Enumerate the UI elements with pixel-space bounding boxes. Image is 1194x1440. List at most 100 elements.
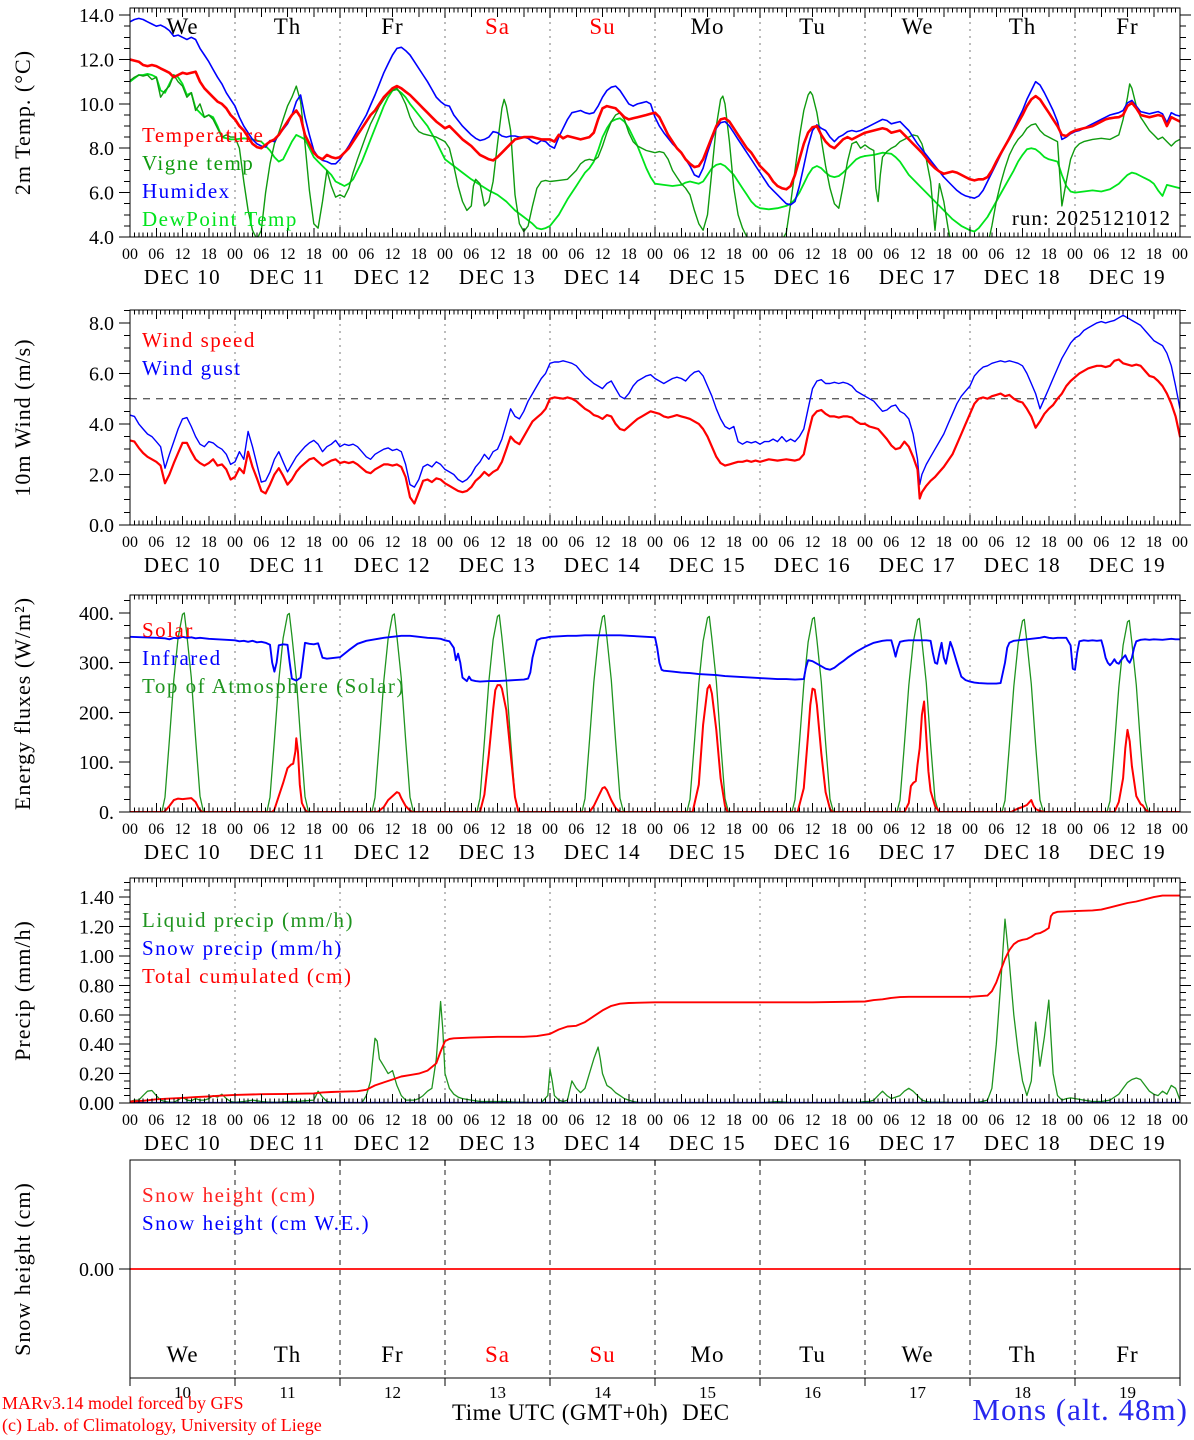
hour-tick-label: 00	[122, 821, 138, 838]
date-label: DEC 11	[249, 265, 325, 289]
hour-tick-label: 00	[437, 1112, 453, 1129]
hour-tick-label: 00	[1067, 821, 1083, 838]
date-label: DEC 14	[564, 265, 641, 289]
hour-tick-label: 12	[1120, 534, 1136, 551]
hour-tick-label: 00	[1172, 1112, 1188, 1129]
date-label: DEC 12	[354, 265, 431, 289]
hour-tick-label: 12	[1015, 1112, 1031, 1129]
hour-tick-label: 18	[936, 1112, 952, 1129]
day-name-label: Th	[274, 14, 302, 39]
hour-tick-label: 00	[227, 246, 243, 263]
hour-tick-label: 18	[306, 534, 322, 551]
hour-tick-label: 18	[201, 821, 217, 838]
hour-tick-label: 18	[306, 246, 322, 263]
hour-tick-label: 00	[332, 534, 348, 551]
x-axis-title-text: Time UTC (GMT+0h)	[452, 1400, 669, 1425]
hour-tick-label: 18	[936, 534, 952, 551]
hour-tick-label: 06	[568, 534, 584, 551]
hour-tick-label: 00	[437, 246, 453, 263]
hour-tick-label: 00	[227, 534, 243, 551]
y-tick-label: 4.0	[89, 227, 114, 249]
date-label: DEC 18	[984, 840, 1061, 864]
hour-tick-label: 00	[542, 534, 558, 551]
hour-tick-label: 06	[463, 1112, 479, 1129]
legend-temp2m-2: Humidex	[142, 179, 231, 203]
y-tick-label: 300.	[79, 653, 114, 675]
legend-snow-1: Snow height (cm W.E.)	[142, 1211, 370, 1235]
date-label: DEC 13	[459, 1131, 536, 1155]
hour-tick-label: 12	[175, 821, 191, 838]
hour-tick-label: 06	[148, 1112, 164, 1129]
hour-tick-label: 12	[1015, 821, 1031, 838]
date-label: DEC 19	[1089, 840, 1166, 864]
legend-energy-1: Infrared	[142, 646, 222, 670]
hour-tick-label: 18	[1146, 246, 1162, 263]
day-name-label: Th	[1009, 1342, 1037, 1367]
credit-line-1: MARv3.14 model forced by GFS	[2, 1393, 244, 1413]
hour-tick-label: 12	[490, 1112, 506, 1129]
hour-tick-label: 12	[595, 534, 611, 551]
hour-tick-label: 18	[936, 246, 952, 263]
date-label: DEC 17	[879, 265, 956, 289]
hour-tick-label: 00	[122, 534, 138, 551]
hour-tick-label: 18	[831, 1112, 847, 1129]
hour-tick-label: 00	[752, 821, 768, 838]
y-tick-label: 100.	[79, 752, 114, 774]
hour-tick-label: 00	[752, 246, 768, 263]
hour-tick-label: 00	[542, 246, 558, 263]
legend-temp2m-0: Temperature	[142, 123, 264, 147]
hour-tick-label: 18	[201, 534, 217, 551]
date-label: DEC 14	[564, 1131, 641, 1155]
hour-tick-label: 12	[280, 821, 296, 838]
hour-tick-label: 06	[568, 1112, 584, 1129]
hour-tick-label: 12	[910, 534, 926, 551]
hour-tick-label: 12	[595, 1112, 611, 1129]
day-name-label: Fr	[381, 1342, 403, 1367]
hour-tick-label: 18	[516, 534, 532, 551]
hour-tick-label: 12	[700, 246, 716, 263]
day-name-label: Tu	[799, 14, 826, 39]
hour-tick-label: 06	[988, 534, 1004, 551]
day-number-label: 10	[174, 1383, 191, 1402]
hour-tick-label: 06	[358, 1112, 374, 1129]
hour-tick-label: 18	[516, 821, 532, 838]
hour-tick-label: 18	[621, 246, 637, 263]
hour-tick-label: 12	[805, 821, 821, 838]
hour-tick-label: 18	[1041, 534, 1057, 551]
credits: MARv3.14 model forced by GFS (c) Lab. of…	[2, 1392, 322, 1436]
y-tick-label: 0.40	[79, 1034, 114, 1056]
hour-tick-label: 12	[700, 821, 716, 838]
hour-tick-label: 06	[253, 534, 269, 551]
hour-tick-label: 18	[201, 246, 217, 263]
date-label: DEC 17	[879, 840, 956, 864]
hour-tick-label: 18	[621, 1112, 637, 1129]
hour-tick-label: 06	[883, 534, 899, 551]
series-infrared	[130, 634, 1180, 685]
day-name-label: We	[901, 14, 933, 39]
day-number-label: 11	[279, 1383, 295, 1402]
hour-tick-label: 18	[1041, 1112, 1057, 1129]
hour-tick-label: 12	[700, 534, 716, 551]
hour-tick-label: 06	[673, 534, 689, 551]
y-tick-label: 0.00	[79, 1093, 114, 1115]
date-label: DEC 15	[669, 1131, 746, 1155]
hour-tick-label: 12	[910, 246, 926, 263]
hour-tick-label: 00	[542, 821, 558, 838]
legend-energy-2: Top of Atmosphere (Solar)	[142, 674, 405, 698]
hour-tick-label: 06	[148, 534, 164, 551]
series-wind-speed	[130, 358, 1180, 505]
day-name-label: We	[901, 1342, 933, 1367]
hour-tick-label: 18	[1041, 821, 1057, 838]
date-label: DEC 11	[249, 840, 325, 864]
hour-tick-label: 06	[358, 821, 374, 838]
hour-tick-label: 06	[253, 1112, 269, 1129]
day-name-label: Mo	[691, 14, 725, 39]
hour-tick-label: 00	[647, 246, 663, 263]
day-name-label: Th	[1009, 14, 1037, 39]
hour-tick-label: 06	[568, 246, 584, 263]
hour-tick-label: 12	[490, 246, 506, 263]
run-label: run: 2025121012	[1012, 206, 1171, 230]
hour-tick-label: 06	[988, 246, 1004, 263]
date-label: DEC 11	[249, 553, 325, 577]
